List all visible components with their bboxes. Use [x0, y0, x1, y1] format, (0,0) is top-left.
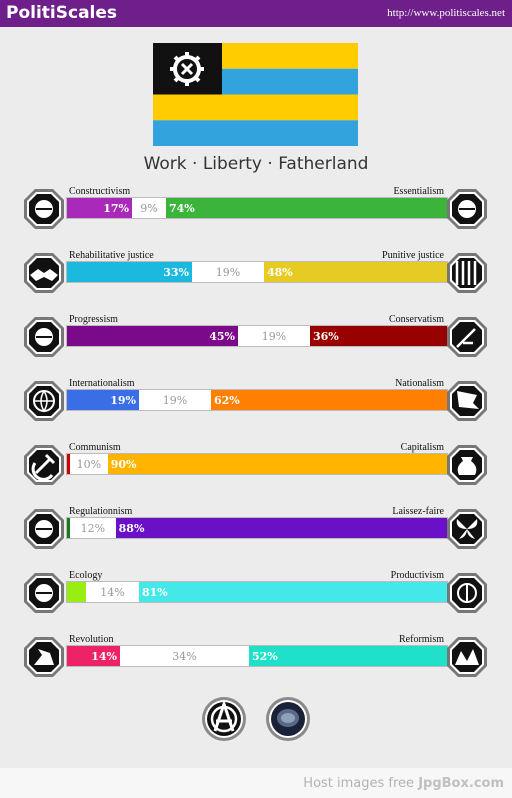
- axis-left-segment: 33%: [67, 262, 192, 282]
- progressism-icon: [24, 317, 64, 357]
- axis-bar: 12% 88%: [66, 517, 448, 539]
- handshake-icon: [24, 253, 64, 293]
- axis-right-segment: 88%: [115, 518, 447, 538]
- axis-left-segment: [67, 582, 86, 602]
- revolution-icon: [24, 637, 64, 677]
- axis-row: Constructivism Essentialism 17% 9% 74%: [0, 186, 512, 246]
- reptile-badge-icon: [266, 697, 310, 741]
- ecology-icon: [24, 573, 64, 613]
- axis-left-segment: [67, 518, 70, 538]
- money-bag-icon: [447, 445, 487, 485]
- axis-right-segment: 36%: [310, 326, 447, 346]
- axis-left-label: Communism: [69, 442, 121, 453]
- axis-neutral-segment: 10%: [70, 454, 108, 474]
- axis-neutral-segment: 12%: [70, 518, 116, 538]
- axis-right-label: Reformism: [399, 634, 444, 645]
- factory-icon: [447, 573, 487, 613]
- site-url-link[interactable]: http://www.politiscales.net: [387, 7, 505, 19]
- top-bar: PolitiScales http://www.politiscales.net: [0, 0, 512, 27]
- axis-left-label: Revolution: [69, 634, 114, 645]
- axis-row: Internationalism Nationalism 19% 19% 62%: [0, 378, 512, 438]
- anarchy-icon: [202, 697, 246, 741]
- host-brand: JpgBox.com: [418, 776, 504, 791]
- axis-left-label: Progressism: [69, 314, 118, 325]
- axis-bar: 17% 9% 74%: [66, 197, 448, 219]
- flag-icon: [447, 381, 487, 421]
- axis-left-label: Constructivism: [69, 186, 131, 197]
- footer: Host images free JpgBox.com: [0, 768, 512, 798]
- axis-right-label: Nationalism: [395, 378, 444, 389]
- flag-stripe-4: [153, 120, 358, 146]
- essentialism-icon: [447, 189, 487, 229]
- axis-right-segment: 52%: [249, 646, 447, 666]
- axis-left-segment: 19%: [67, 390, 139, 410]
- axis-right-segment: 62%: [211, 390, 447, 410]
- axis-neutral-segment: 19%: [192, 262, 264, 282]
- axis-row: Ecology Productivism 14% 81%: [0, 570, 512, 630]
- axis-left-segment: [67, 454, 70, 474]
- axis-left-label: Internationalism: [69, 378, 135, 389]
- axis-row: Rehabilitative justice Punitive justice 33…: [0, 250, 512, 310]
- axis-right-segment: 81%: [139, 582, 447, 602]
- host-text: Host images free: [303, 776, 419, 791]
- axis-right-label: Essentialism: [393, 186, 444, 197]
- axis-row: Communism Capitalism 10% 90%: [0, 442, 512, 502]
- butterfly-icon: [447, 509, 487, 549]
- axis-left-label: Ecology: [69, 570, 103, 581]
- axis-right-segment: 90%: [107, 454, 447, 474]
- globe-icon: [24, 381, 64, 421]
- axis-bar: 33% 19% 48%: [66, 261, 448, 283]
- host-link[interactable]: Host images free JpgBox.com: [303, 776, 504, 791]
- quill-icon: [447, 317, 487, 357]
- regulation-icon: [24, 509, 64, 549]
- axis-right-label: Productivism: [390, 570, 444, 581]
- axis-bar: 10% 90%: [66, 453, 448, 475]
- axis-right-label: Punitive justice: [382, 250, 444, 261]
- axis-right-label: Conservatism: [389, 314, 444, 325]
- axis-neutral-segment: 14%: [86, 582, 139, 602]
- axis-neutral-segment: 9%: [132, 198, 166, 218]
- axis-left-label: Rehabilitative justice: [69, 250, 154, 261]
- axis-bar: 45% 19% 36%: [66, 325, 448, 347]
- axis-left-segment: 17%: [67, 198, 132, 218]
- site-brand[interactable]: PolitiScales: [6, 3, 118, 23]
- axis-left-label: Regulationnism: [69, 506, 133, 517]
- axis-row: Progressism Conservatism 45% 19% 36%: [0, 314, 512, 374]
- axis-row: Revolution Reformism 14% 34% 52%: [0, 634, 512, 694]
- flag-stripe-3: [153, 94, 358, 121]
- axis-right-segment: 74%: [166, 198, 447, 218]
- axis-right-label: Capitalism: [400, 442, 444, 453]
- flag: [153, 43, 358, 146]
- axis-neutral-segment: 19%: [139, 390, 211, 410]
- axis-row: Regulationnism Laissez-faire 12% 88%: [0, 506, 512, 566]
- axis-neutral-segment: 34%: [120, 646, 249, 666]
- prison-bars-icon: [447, 253, 487, 293]
- motto: Work · Liberty · Fatherland: [143, 154, 369, 174]
- constructivism-icon: [24, 189, 64, 229]
- reformism-icon: [447, 637, 487, 677]
- axis-right-segment: 48%: [264, 262, 447, 282]
- axis-bar: 14% 81%: [66, 581, 448, 603]
- axis-right-label: Laissez-faire: [392, 506, 444, 517]
- hammer-sickle-icon: [24, 445, 64, 485]
- axis-bar: 19% 19% 62%: [66, 389, 448, 411]
- axis-neutral-segment: 19%: [238, 326, 310, 346]
- axis-bar: 14% 34% 52%: [66, 645, 448, 667]
- axis-left-segment: 45%: [67, 326, 238, 346]
- axis-left-segment: 14%: [67, 646, 120, 666]
- gear-icon: [170, 52, 204, 86]
